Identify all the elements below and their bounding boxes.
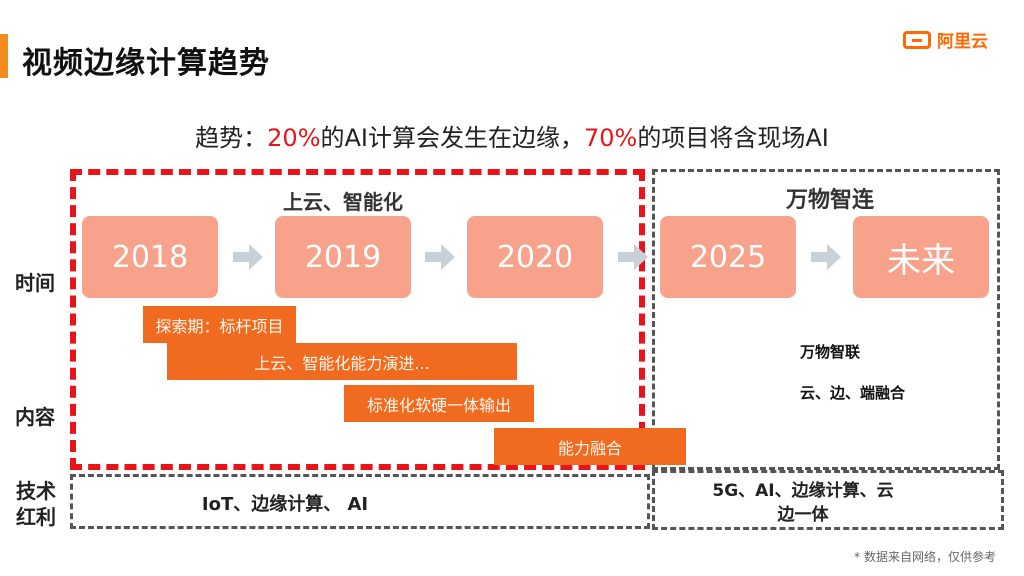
content-bar-standardized-output: 标准化软硬一体输出 xyxy=(344,385,534,422)
trend-percent-edge: 20% xyxy=(267,124,321,152)
year-box-2018: 2018 xyxy=(82,216,218,298)
arrow-right-icon xyxy=(811,244,841,270)
trend-suffix: 的项目将含现场AI xyxy=(637,124,829,152)
year-box-2025: 2025 xyxy=(660,216,796,298)
right-content-iot: 万物智联 xyxy=(800,343,861,361)
row-label-content: 内容 xyxy=(15,405,55,429)
trend-statement: 趋势：20%的AI计算会发生在边缘，70%的项目将含现场AI xyxy=(0,118,1024,153)
current-period-frame xyxy=(70,169,645,470)
trend-percent-onsite: 70% xyxy=(584,124,638,152)
page-title: 视频边缘计算趋势 xyxy=(22,46,270,81)
row-label-time: 时间 xyxy=(15,271,55,295)
right-content-cloud-edge-device: 云、边、端融合 xyxy=(800,384,906,402)
arrow-right-icon xyxy=(233,244,263,270)
title-accent-bar xyxy=(0,34,8,78)
section-title-iot: 万物智连 xyxy=(785,188,874,213)
tech-right-text: 5G、AI、边缘计算、云 边一体 xyxy=(712,481,894,525)
content-bar-exploration: 探索期：标杆项目 xyxy=(143,306,296,343)
content-bar-cloud-evolution: 上云、智能化能力演进... xyxy=(167,343,517,380)
tech-right-frame xyxy=(652,470,1004,530)
year-box-2019: 2019 xyxy=(275,216,411,298)
content-bar-capability-fusion: 能力融合 xyxy=(494,428,686,465)
brand-logo: 阿里云 xyxy=(903,27,988,52)
section-title-cloud-intelligence: 上云、智能化 xyxy=(283,190,403,214)
logo-text: 阿里云 xyxy=(937,32,988,52)
trend-prefix: 趋势： xyxy=(195,124,268,152)
future-period-frame xyxy=(652,169,1000,470)
footnote: * 数据来自网络，仅供参考 xyxy=(854,550,996,564)
arrow-right-icon xyxy=(425,244,455,270)
year-box-future: 未来 xyxy=(853,216,989,298)
tech-left-frame xyxy=(70,474,650,529)
aliyun-logo-icon xyxy=(903,30,931,49)
year-box-2020: 2020 xyxy=(467,216,603,298)
row-label-tech: 技术 红利 xyxy=(16,479,56,529)
tech-left-text: IoT、边缘计算、 AI xyxy=(201,494,369,515)
trend-mid: 的AI计算会发生在边缘， xyxy=(320,124,585,152)
arrow-right-icon xyxy=(618,244,648,270)
